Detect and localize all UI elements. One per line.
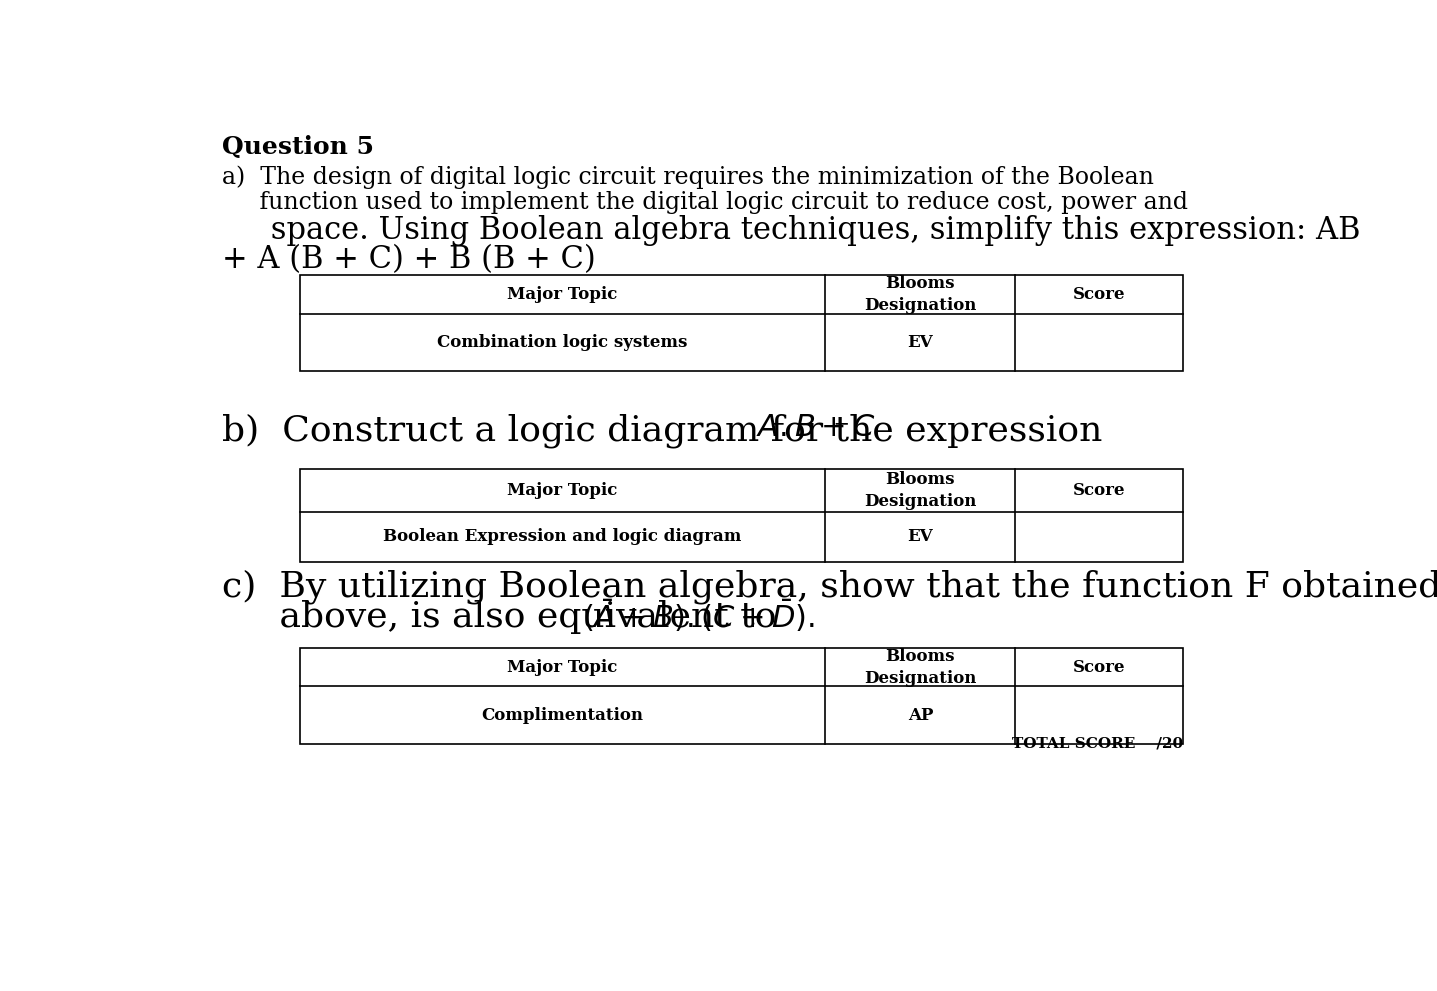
Text: Question 5: Question 5 (223, 135, 374, 160)
Text: Blooms
Designation: Blooms Designation (864, 471, 977, 510)
Bar (300, 470, 1183, 562)
Text: Blooms
Designation: Blooms Designation (864, 647, 977, 687)
Text: b)  Construct a logic diagram for the expression: b) Construct a logic diagram for the exp… (223, 414, 1114, 448)
Text: Major Topic: Major Topic (507, 659, 618, 676)
Text: AP: AP (908, 707, 933, 723)
Text: Boolean Expression and logic diagram: Boolean Expression and logic diagram (384, 528, 741, 545)
Text: above, is also equivalent to: above, is also equivalent to (223, 601, 777, 634)
Text: Blooms
Designation: Blooms Designation (864, 275, 977, 314)
Text: $(\bar{A}+B).(C+\bar{D}).$: $(\bar{A}+B).(C+\bar{D}).$ (582, 599, 815, 635)
Text: space. Using Boolean algebra techniques, simplify this expression: AB: space. Using Boolean algebra techniques,… (223, 215, 1361, 246)
Text: TOTAL SCORE    /20: TOTAL SCORE /20 (1012, 736, 1183, 750)
Text: + A (B + C) + B (B + C): + A (B + C) + B (B + C) (223, 245, 596, 275)
Text: function used to implement the digital logic circuit to reduce cost, power and: function used to implement the digital l… (223, 190, 1188, 213)
Text: Score: Score (1073, 286, 1125, 303)
Text: c)  By utilizing Boolean algebra, show that the function F obtained in  (a): c) By utilizing Boolean algebra, show th… (223, 570, 1437, 604)
Text: Major Topic: Major Topic (507, 286, 618, 303)
Text: a)  The design of digital logic circuit requires the minimization of the Boolean: a) The design of digital logic circuit r… (223, 165, 1154, 189)
Text: Score: Score (1073, 659, 1125, 676)
Text: $\mathit{A.B+C}$: $\mathit{A.B+C}$ (756, 412, 875, 443)
Text: EV: EV (908, 334, 933, 351)
Bar (300, 275, 1183, 372)
Text: Complimentation: Complimentation (481, 707, 644, 723)
Bar (300, 648, 1183, 744)
Text: Major Topic: Major Topic (507, 482, 618, 498)
Text: Score: Score (1073, 482, 1125, 498)
Text: EV: EV (908, 528, 933, 545)
Text: Combination logic systems: Combination logic systems (437, 334, 688, 351)
